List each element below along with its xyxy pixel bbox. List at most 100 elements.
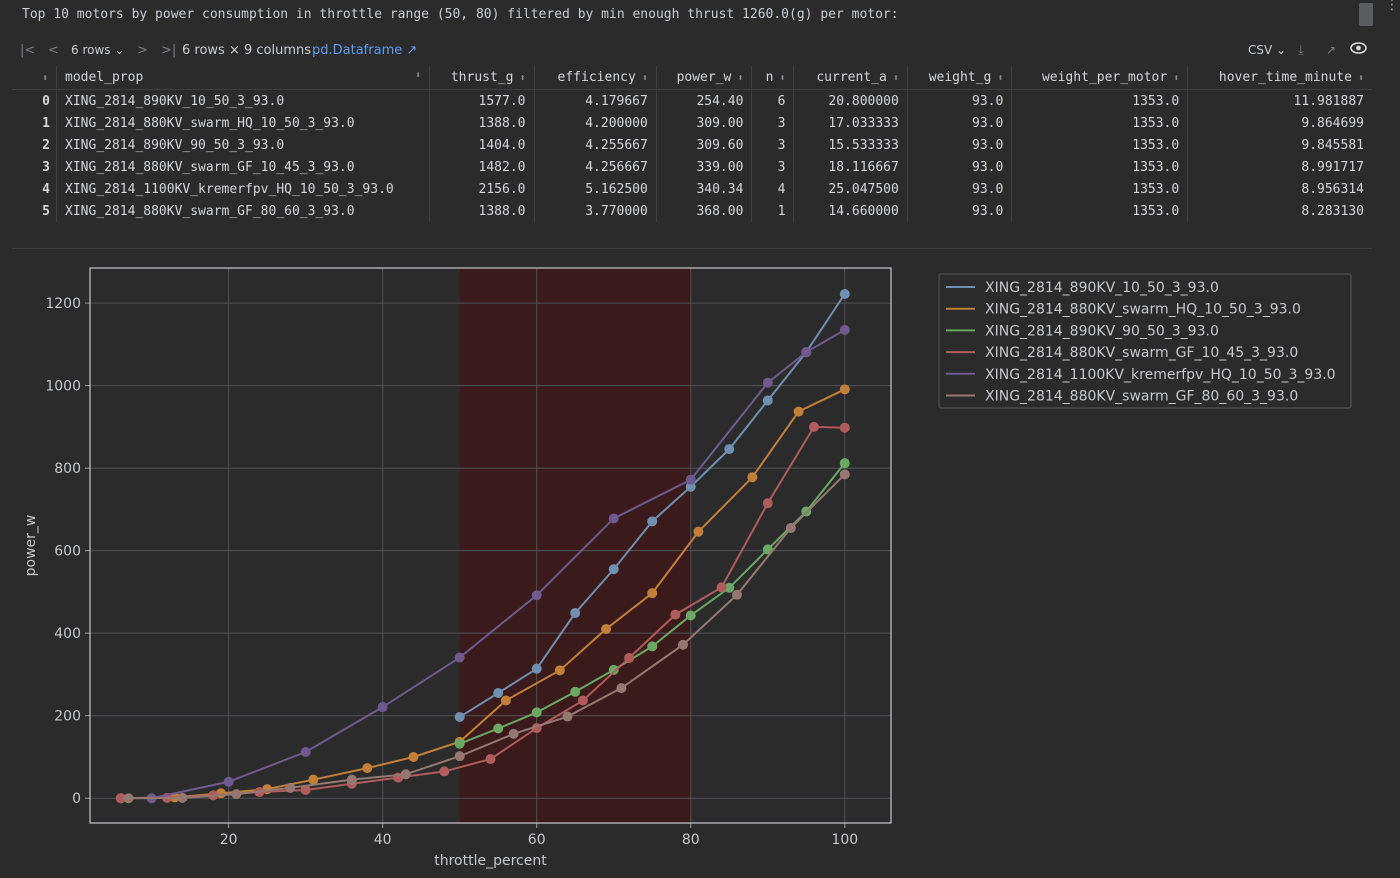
data-point: [762, 498, 773, 509]
sort-icon[interactable]: ⬍: [892, 73, 899, 84]
power-vs-throttle-chart: 20 40 60 80 100020040060080010001200throttle…: [23, 267, 1352, 869]
dataframe-link[interactable]: pd.Dataframe ↗: [312, 43, 418, 58]
next-page-icon[interactable]: >: [137, 43, 148, 58]
cell-n: 1: [751, 200, 795, 222]
column-header-weight-g[interactable]: weight_g ⬍: [907, 66, 1013, 90]
cell-thrust-g: 1482.0: [429, 156, 535, 178]
data-point: [624, 652, 635, 663]
data-point: [454, 711, 465, 722]
data-point: [577, 695, 588, 706]
data-point: [231, 789, 242, 800]
data-point: [570, 607, 581, 618]
legend-label: XING_2814_880KV_swarm_GF_80_60_3_93.0: [985, 389, 1298, 405]
table-row[interactable]: 0 XING_2814_890KV_10_50_3_93.0 1577.0 4.179…: [12, 89, 1372, 112]
cell-model-prop: XING_2814_890KV_90_50_3_93.0: [56, 134, 430, 156]
sort-icon[interactable]: ⬍: [519, 73, 526, 84]
data-point: [531, 590, 542, 601]
x-axis-label: throttle_percent: [434, 853, 547, 869]
data-point: [400, 769, 411, 780]
column-header-power-w[interactable]: power_w ⬍: [656, 66, 753, 90]
data-point: [793, 406, 804, 417]
row-index: 4: [12, 178, 57, 200]
cell-power-w: 309.00: [656, 112, 753, 134]
legend-label: XING_2814_880KV_swarm_GF_10_45_3_93.0: [985, 345, 1298, 361]
first-page-icon[interactable]: |<: [20, 43, 36, 58]
open-external-icon[interactable]: ↗: [1326, 43, 1337, 57]
cell-weight-g: 93.0: [907, 200, 1013, 222]
data-point: [346, 774, 357, 785]
data-point: [685, 481, 696, 492]
data-point: [785, 522, 796, 533]
legend-label: XING_2814_890KV_10_50_3_93.0: [985, 280, 1219, 296]
cell-efficiency: 3.770000: [534, 200, 657, 222]
rows-selector[interactable]: 6 rows ⌄: [71, 43, 125, 57]
column-header-weight-per-motor[interactable]: weight_per_motor ⬍: [1011, 66, 1189, 90]
data-point: [608, 564, 619, 575]
dataframe-toolbar: |< < 6 rows ⌄ > >| 6 rows × 9 columns pd…: [10, 39, 1372, 64]
data-point: [554, 665, 565, 676]
data-point: [685, 474, 696, 485]
download-icon[interactable]: ⤓: [1298, 43, 1304, 58]
visibility-eye-icon[interactable]: [1350, 41, 1367, 59]
cell-efficiency: 4.255667: [534, 134, 657, 156]
cell-hover-time-minute: 9.845581: [1301, 137, 1364, 153]
y-tick-label: 600: [54, 544, 81, 560]
export-format-select[interactable]: CSV ⌄: [1248, 43, 1287, 57]
y-tick-label: 1000: [45, 379, 81, 395]
column-header-thrust-g[interactable]: thrust_g ⬍: [429, 66, 535, 90]
previous-page-icon[interactable]: <: [48, 43, 59, 58]
sort-icon[interactable]: ⬍: [641, 73, 648, 84]
table-row[interactable]: 4 XING_2814_1100KV_kremerfpv_HQ_10_50_3_9…: [12, 178, 1372, 200]
chevron-down-icon: ⌄: [114, 43, 125, 57]
data-point: [839, 288, 850, 299]
sort-icon[interactable]: ⬍: [779, 73, 786, 84]
index-column-header[interactable]: ⬍: [12, 66, 57, 90]
column-header-hover-time-minute[interactable]: hover_time_minute ⬍: [1187, 66, 1372, 90]
table-row[interactable]: 3 XING_2814_880KV_swarm_GF_10_45_3_93.0 14…: [12, 156, 1372, 178]
column-header-model-prop[interactable]: model_prop ⬍: [56, 66, 430, 90]
data-point: [839, 422, 850, 433]
sort-icon[interactable]: ⬍: [737, 73, 744, 84]
column-header-n[interactable]: n ⬍: [751, 66, 795, 90]
sort-icon[interactable]: ⬍: [1173, 73, 1180, 84]
data-point: [115, 793, 126, 804]
data-point: [377, 702, 388, 713]
legend-label: XING_2814_880KV_swarm_HQ_10_50_3_93.0: [985, 302, 1301, 318]
sort-icon[interactable]: ⬍: [414, 70, 421, 81]
data-point: [362, 763, 373, 774]
sort-icon[interactable]: ⬍: [1357, 73, 1364, 84]
row-index: 5: [12, 200, 57, 222]
cell-efficiency: 4.256667: [534, 156, 657, 178]
cell-model-prop: XING_2814_880KV_swarm_GF_10_45_3_93.0: [56, 156, 430, 178]
cell-weight-g: 93.0: [907, 178, 1013, 200]
x-tick-label: 100: [831, 832, 858, 848]
cell-hover-time-minute: 8.283130: [1301, 203, 1364, 219]
cell-hover-time-minute: 9.864699: [1301, 115, 1364, 131]
row-index: 1: [12, 112, 57, 134]
data-point: [454, 738, 465, 749]
legend: [938, 273, 1352, 409]
table-row[interactable]: 5 XING_2814_880KV_swarm_GF_80_60_3_93.0 13…: [12, 200, 1372, 222]
sort-icon[interactable]: ⬍: [41, 73, 48, 84]
data-point: [123, 793, 134, 804]
data-point: [508, 728, 519, 739]
x-tick-label: 40: [374, 832, 392, 848]
table-row[interactable]: 1 XING_2814_880KV_swarm_HQ_10_50_3_93.0 13…: [12, 112, 1372, 134]
data-point: [308, 774, 319, 785]
cell-n: 3: [751, 112, 795, 134]
y-tick-label: 0: [72, 791, 81, 807]
column-header-current-a[interactable]: current_a ⬍: [793, 66, 908, 90]
column-header-efficiency[interactable]: efficiency ⬍: [534, 66, 657, 90]
table-row[interactable]: 2 XING_2814_890KV_90_50_3_93.0 1404.0 4.255…: [12, 134, 1372, 156]
scrollbar-thumb[interactable]: [1359, 3, 1373, 26]
sort-icon[interactable]: ⬍: [997, 73, 1004, 84]
more-options-icon[interactable]: ⋮: [1385, 0, 1399, 13]
cell-current-a: 15.533333: [793, 134, 908, 156]
cell-current-a: 18.116667: [793, 156, 908, 178]
y-tick-label: 200: [54, 709, 81, 725]
data-point: [808, 421, 819, 432]
cell-model-prop: XING_2814_890KV_10_50_3_93.0: [56, 89, 430, 112]
plot-frame: [89, 267, 892, 824]
last-page-icon[interactable]: >|: [161, 43, 177, 58]
data-point: [670, 609, 681, 620]
